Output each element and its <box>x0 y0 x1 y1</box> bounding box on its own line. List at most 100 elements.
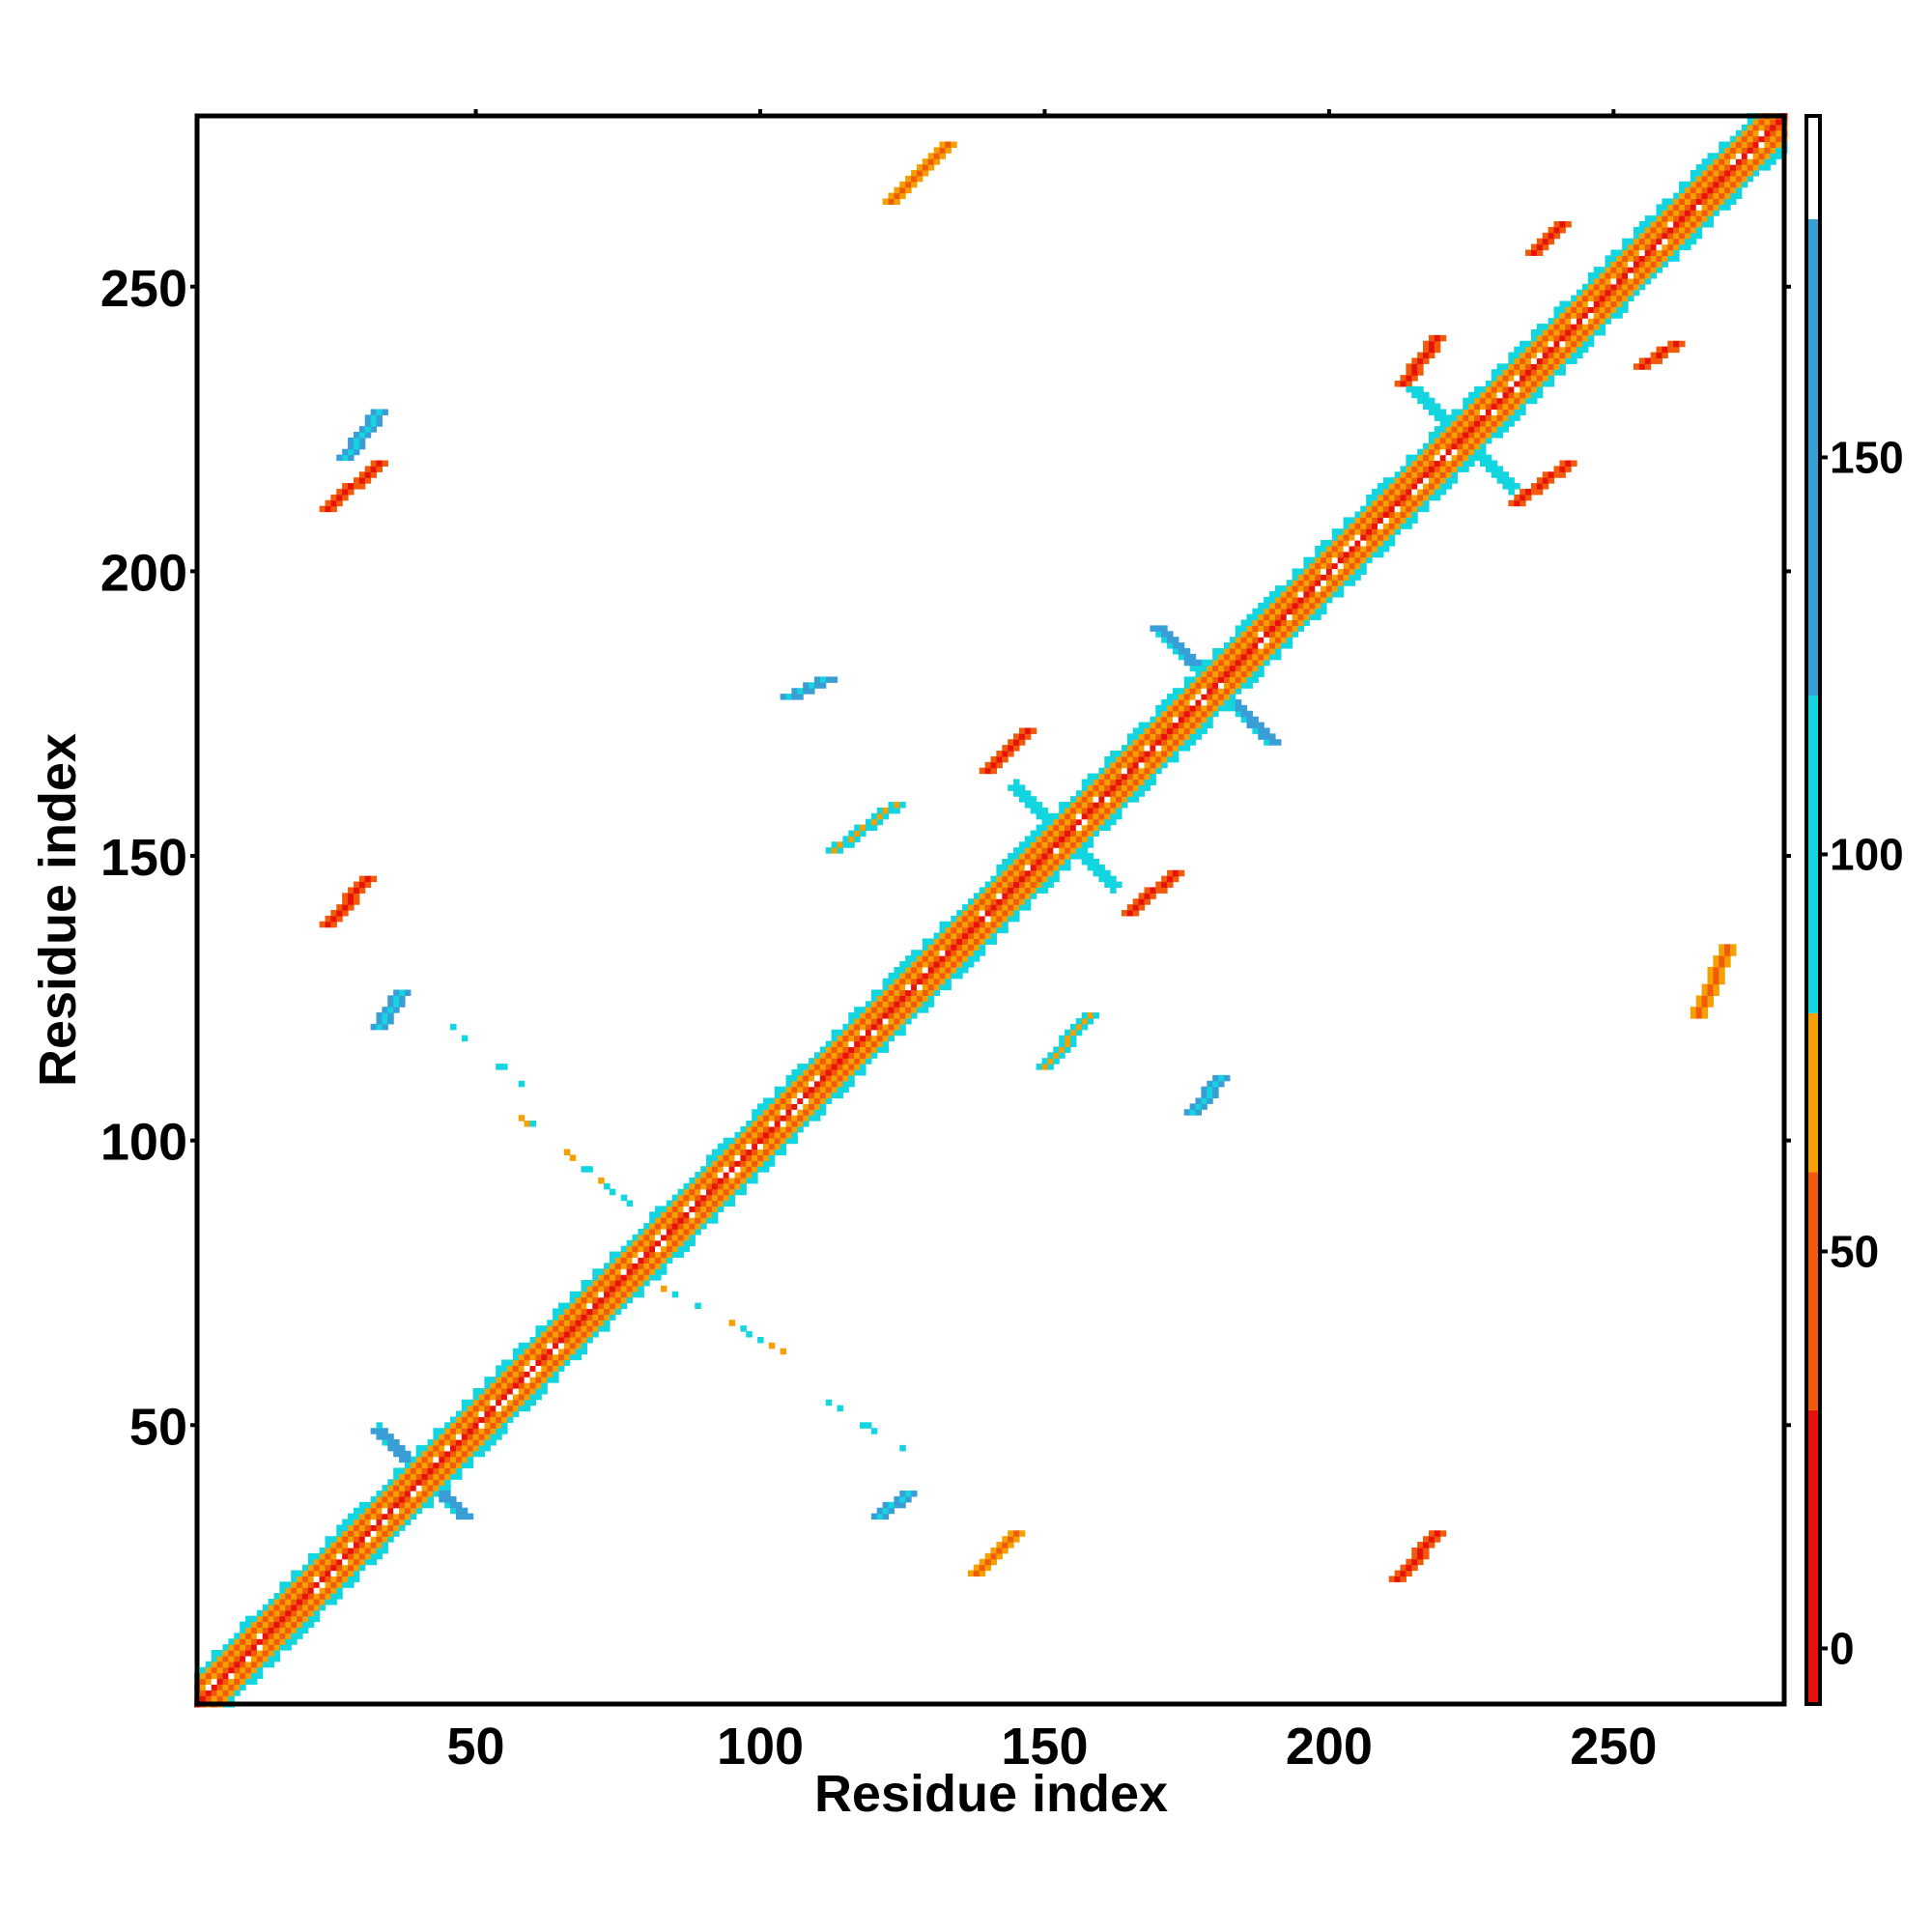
heatmap-cell <box>1286 631 1293 638</box>
heatmap-cell <box>376 1012 383 1019</box>
heatmap-cell <box>563 1359 571 1366</box>
heatmap-cell <box>632 1285 639 1293</box>
heatmap-cell <box>1047 1058 1054 1065</box>
heatmap-cell <box>1520 403 1526 411</box>
heatmap-cell <box>1406 385 1412 393</box>
heatmap-cell <box>342 1570 349 1577</box>
heatmap-cell <box>865 1035 872 1042</box>
heatmap-cell <box>1360 505 1367 513</box>
heatmap-cell <box>370 1507 378 1515</box>
heatmap-cell <box>1491 460 1498 467</box>
heatmap-cell <box>256 1615 264 1623</box>
heatmap-cell <box>945 147 952 154</box>
heatmap-cell <box>979 1570 986 1577</box>
heatmap-cell <box>1303 596 1310 604</box>
heatmap-cell <box>592 1285 599 1293</box>
x-tick-label: 50 <box>447 1718 505 1776</box>
heatmap-cell <box>1542 324 1549 330</box>
heatmap-cell <box>1207 1092 1213 1099</box>
heatmap-cell <box>1394 517 1402 524</box>
heatmap-cell <box>358 1542 366 1548</box>
heatmap-cell <box>1126 784 1134 791</box>
heatmap-cell <box>250 1627 258 1634</box>
heatmap-cell <box>951 915 957 923</box>
heatmap-cell <box>785 1074 792 1082</box>
heatmap-cell <box>740 1166 747 1173</box>
heatmap-cell <box>984 1552 992 1560</box>
heatmap-cell <box>1428 442 1435 450</box>
heatmap-cell <box>882 1513 890 1520</box>
heatmap-cell <box>1394 523 1402 529</box>
heatmap-cell <box>695 1177 701 1184</box>
heatmap-cell <box>1240 659 1248 667</box>
heatmap-cell <box>535 1387 542 1395</box>
heatmap-cell <box>1514 414 1520 421</box>
heatmap-cell <box>842 1052 849 1059</box>
heatmap-cell <box>581 1325 587 1332</box>
heatmap-cell <box>1098 773 1105 781</box>
heatmap-cell <box>643 1268 650 1275</box>
heatmap-cell <box>1223 659 1231 667</box>
heatmap-cell <box>563 1314 571 1321</box>
heatmap-cell <box>632 1251 639 1259</box>
heatmap-cell <box>1644 221 1652 228</box>
heatmap-cell <box>973 898 980 905</box>
heatmap-cell <box>1065 836 1071 842</box>
heatmap-cell <box>768 1137 776 1145</box>
heatmap-cell <box>518 1080 526 1088</box>
heatmap-cell <box>848 1017 855 1025</box>
heatmap-cell <box>1008 881 1014 889</box>
heatmap-cell <box>1223 698 1231 706</box>
heatmap-cell <box>1701 186 1709 194</box>
heatmap-cell <box>962 921 969 928</box>
heatmap-cell <box>1439 432 1447 439</box>
heatmap-cell <box>1439 460 1447 467</box>
heatmap-cell <box>387 1434 394 1440</box>
heatmap-cell <box>1002 921 1009 928</box>
heatmap-cell <box>376 414 383 421</box>
heatmap-cell <box>922 938 929 945</box>
heatmap-cell <box>1212 710 1219 718</box>
heatmap-cell <box>809 1058 815 1065</box>
heatmap-cell <box>1496 414 1504 421</box>
heatmap-cell <box>1690 198 1697 205</box>
heatmap-cell <box>762 1154 770 1161</box>
heatmap-cell <box>455 1439 463 1446</box>
heatmap-cell <box>336 1530 343 1537</box>
heatmap-cell <box>1126 790 1134 797</box>
heatmap-cell <box>211 1684 218 1690</box>
heatmap-cell <box>1024 869 1032 877</box>
heatmap-cell <box>1622 300 1629 307</box>
heatmap-cell <box>848 1080 855 1088</box>
heatmap-cell <box>439 1491 445 1497</box>
heatmap-cell <box>1650 352 1658 359</box>
heatmap-cell <box>1559 460 1566 467</box>
heatmap-cell <box>421 1479 429 1486</box>
heatmap-cell <box>711 1217 719 1224</box>
heatmap-cell <box>1274 739 1282 746</box>
heatmap-cell <box>1309 562 1316 570</box>
heatmap-cell <box>518 1115 526 1122</box>
heatmap-cell <box>1411 505 1418 513</box>
heatmap-cell <box>809 1092 815 1099</box>
heatmap-cell <box>1638 249 1646 256</box>
heatmap-cell <box>837 1064 843 1070</box>
heatmap-cell <box>1593 283 1601 291</box>
heatmap-cell <box>415 1485 423 1492</box>
heatmap-cell <box>990 910 997 917</box>
heatmap-cell <box>1201 704 1208 712</box>
heatmap-cell <box>1400 1564 1406 1572</box>
heatmap-cell <box>791 1131 798 1139</box>
heatmap-cell <box>1622 295 1629 302</box>
heatmap-cell <box>666 1239 673 1247</box>
heatmap-cell <box>1075 1029 1083 1037</box>
heatmap-cell <box>996 1542 1003 1548</box>
heatmap-cell <box>1377 523 1384 529</box>
heatmap-cell <box>1667 346 1674 354</box>
heatmap-cell <box>819 1080 827 1088</box>
heatmap-cell <box>1059 858 1065 866</box>
x-tick-label: 100 <box>717 1718 804 1776</box>
heatmap-cell <box>996 915 1003 923</box>
heatmap-cell <box>1730 147 1737 154</box>
heatmap-cell <box>1713 972 1719 980</box>
